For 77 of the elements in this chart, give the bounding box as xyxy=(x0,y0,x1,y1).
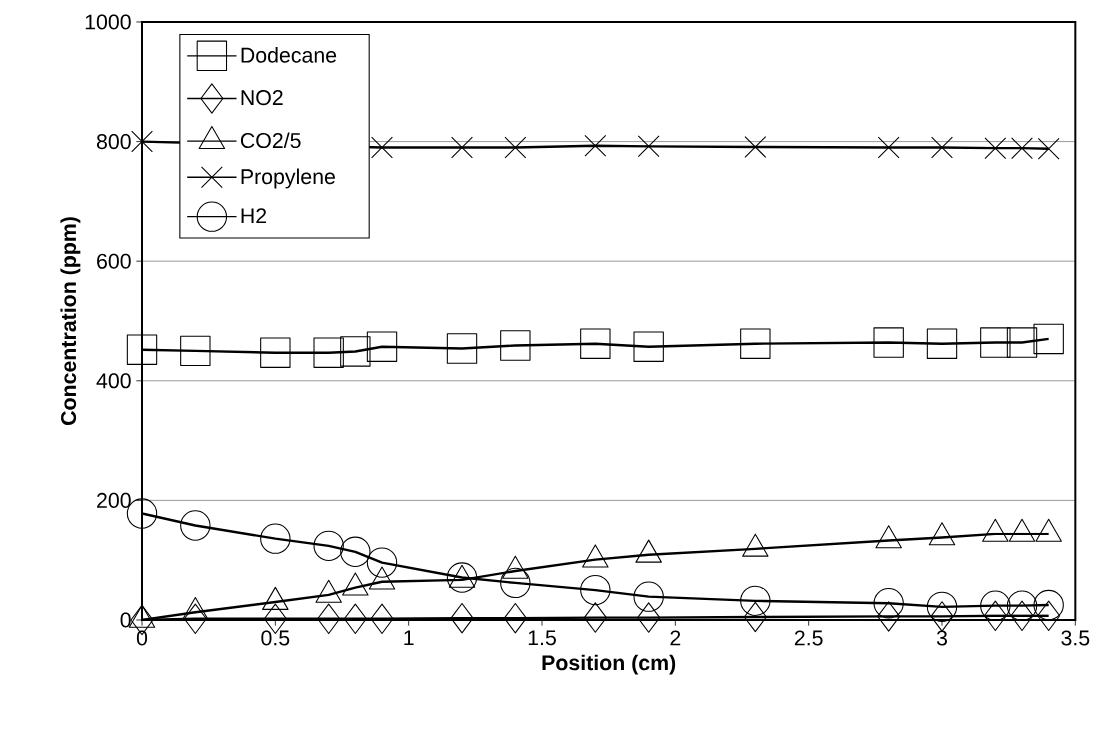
x-tick-label: 3 xyxy=(936,630,947,646)
point xyxy=(877,601,901,632)
point xyxy=(340,336,371,367)
point xyxy=(633,331,664,362)
point xyxy=(180,510,211,541)
x-axis-title: Position (cm) xyxy=(542,654,676,675)
point xyxy=(126,334,158,365)
y-tick-label: 600 xyxy=(97,253,131,269)
legend-label: H2 xyxy=(241,208,267,224)
point xyxy=(313,530,344,562)
point xyxy=(340,536,371,568)
point xyxy=(740,585,771,617)
point xyxy=(1006,590,1038,621)
legend-label: Dodecane xyxy=(241,47,337,63)
point xyxy=(371,136,393,159)
point xyxy=(583,602,607,633)
point xyxy=(1011,137,1033,160)
x-tick-label: 3.5 xyxy=(1061,630,1090,646)
point xyxy=(980,327,1011,358)
point xyxy=(504,136,527,159)
point xyxy=(984,137,1007,160)
y-axis-title: Concentration (ppm) xyxy=(60,217,81,425)
point xyxy=(926,591,958,623)
point xyxy=(580,574,611,606)
legend-label: NO2 xyxy=(241,90,283,106)
point xyxy=(1033,589,1064,621)
point xyxy=(1037,600,1061,632)
x-tick-label: 1 xyxy=(404,630,414,646)
point xyxy=(580,328,611,359)
point xyxy=(931,136,953,159)
point xyxy=(873,588,904,619)
point xyxy=(451,136,473,159)
point xyxy=(446,333,478,364)
point xyxy=(1037,137,1060,160)
point xyxy=(1033,323,1064,355)
point xyxy=(637,135,660,158)
point xyxy=(930,601,954,632)
point xyxy=(313,337,344,368)
point xyxy=(1006,327,1038,358)
point xyxy=(260,337,291,368)
legend-label: CO2/5 xyxy=(240,132,301,149)
point xyxy=(740,328,771,359)
legend-label: Propylene xyxy=(241,168,335,189)
point xyxy=(183,603,207,634)
point xyxy=(980,590,1011,621)
point xyxy=(873,327,904,358)
point xyxy=(637,602,661,633)
x-tick-label: 1.5 xyxy=(528,630,556,646)
point xyxy=(743,601,767,633)
point xyxy=(503,602,527,634)
point xyxy=(877,136,900,159)
y-tick-label: 800 xyxy=(96,134,131,150)
x-tick-label: 0 xyxy=(136,630,148,646)
y-tick-label: 400 xyxy=(96,373,131,389)
point xyxy=(633,581,664,612)
point xyxy=(131,130,153,153)
x-tick-label: 0.5 xyxy=(261,630,290,646)
y-tick-label: 1000 xyxy=(85,14,131,30)
point xyxy=(343,603,367,634)
point xyxy=(926,328,958,359)
point xyxy=(744,136,767,158)
point xyxy=(180,335,211,367)
point xyxy=(500,330,531,361)
point xyxy=(983,600,1007,632)
point xyxy=(370,603,394,634)
point xyxy=(450,602,474,634)
point xyxy=(366,547,398,578)
point xyxy=(500,567,531,599)
point xyxy=(260,523,291,554)
x-tick-label: 2.5 xyxy=(794,630,823,646)
point xyxy=(317,603,341,634)
point xyxy=(584,134,607,157)
x-tick-label: 2 xyxy=(670,630,681,646)
y-tick-label: 0 xyxy=(120,612,131,628)
point xyxy=(366,331,398,362)
y-tick-label: 200 xyxy=(97,492,131,508)
point xyxy=(1010,600,1034,632)
